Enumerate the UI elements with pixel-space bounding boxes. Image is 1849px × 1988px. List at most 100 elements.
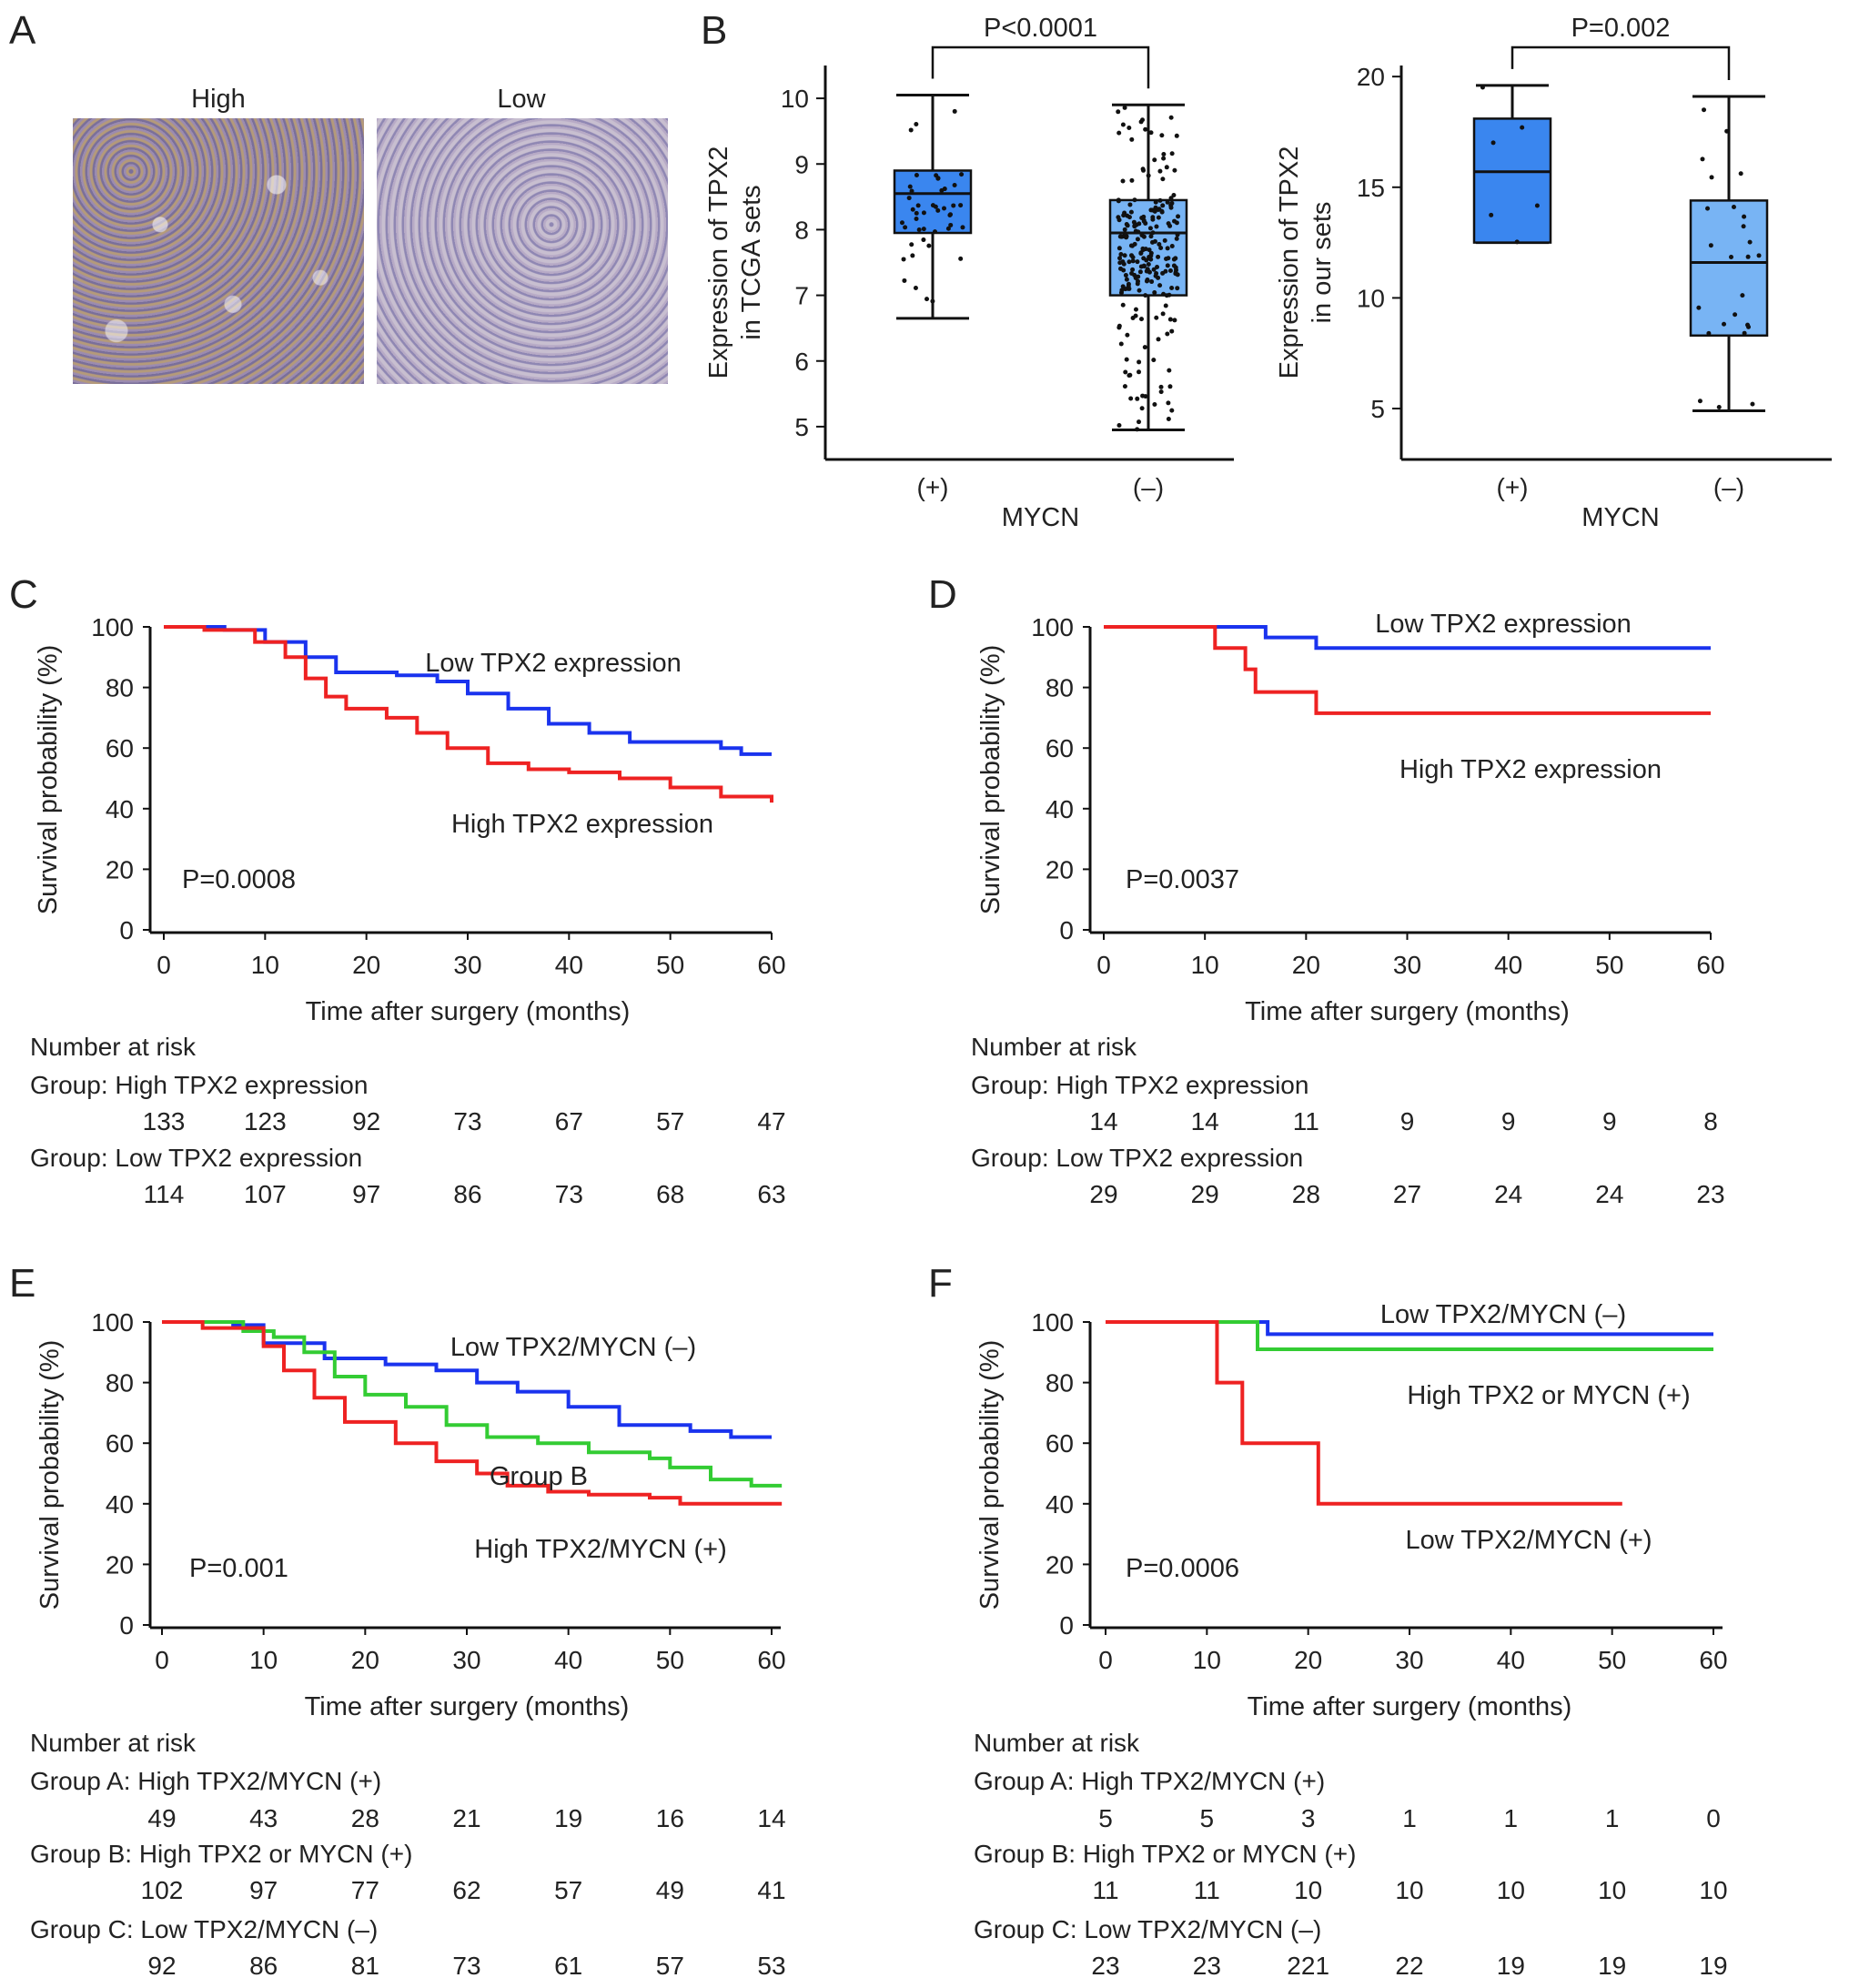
data-point [1116,323,1122,328]
data-point [1124,277,1129,282]
panel-letter-a: A [9,8,36,53]
risk-value: 41 [757,1876,785,1904]
curve-label: High TPX2/MYCN (+) [474,1535,726,1564]
data-point [1696,305,1702,310]
risk-value: 49 [147,1804,176,1832]
x-category-label: (–) [1713,473,1744,501]
risk-value: 86 [453,1180,481,1208]
risk-value: 62 [452,1876,480,1904]
data-point [1116,130,1122,136]
data-point [1137,288,1142,293]
risk-table-title: Number at risk [971,1033,1137,1061]
data-point [1135,237,1140,242]
data-point [948,222,954,227]
data-point [1141,263,1147,268]
y-tick-label: 0 [119,1611,134,1640]
data-point [1116,422,1122,428]
data-point [1135,396,1140,401]
data-point [926,243,932,248]
data-point [1168,205,1174,210]
risk-value: 29 [1191,1180,1219,1208]
risk-value: 0 [1706,1804,1721,1832]
data-point [1144,278,1149,284]
data-point [1742,330,1747,336]
ihc-image-high [73,118,364,384]
x-tick-label: 0 [1098,1646,1113,1674]
risk-group-label: Group: Low TPX2 expression [30,1144,362,1172]
data-point [1160,311,1166,317]
data-point [914,216,919,221]
data-point [1157,168,1163,174]
data-point [1747,239,1753,245]
data-point [958,203,964,208]
y-tick-label: 5 [1370,395,1385,423]
risk-value: 9 [1400,1107,1415,1135]
data-point [921,210,926,216]
data-point [1128,209,1134,215]
x-tick-label: 0 [155,1646,169,1674]
data-point [1146,262,1151,267]
survival-curve-2 [162,1320,783,1506]
risk-value: 123 [244,1107,287,1135]
x-tick-label: 30 [1393,951,1421,979]
data-point [1135,259,1140,265]
y-tick-label: 20 [1046,855,1074,883]
data-point [1700,156,1705,162]
data-point [1164,293,1169,298]
risk-value: 14 [757,1804,785,1832]
data-point [1152,402,1157,408]
curve-label: Group B [490,1462,588,1491]
km-chart-D: 0 20 40 60 80 100 0 10 20 30 40 50 60 Survival probab… [971,610,1725,1208]
data-point [1128,243,1134,248]
data-point [935,176,941,181]
data-point [1702,107,1707,113]
data-point [1168,196,1174,201]
risk-value: 16 [656,1804,684,1832]
x-tick-label: 20 [351,1646,379,1674]
box-(+) [1472,117,1552,244]
risk-value: 221 [1287,1952,1329,1980]
risk-value: 11 [1194,1876,1220,1904]
data-point [1152,289,1157,295]
data-point [914,173,919,178]
risk-group-label: Group: High TPX2 expression [30,1071,368,1099]
risk-value: 5 [1200,1804,1215,1832]
y-tick-label: 60 [1046,1429,1074,1458]
data-point [1167,317,1173,322]
data-point [1123,287,1128,292]
risk-group-label: Group B: High TPX2 or MYCN (+) [30,1840,412,1868]
data-point [1152,238,1157,244]
y-tick-label: 10 [1357,284,1385,312]
data-point [1118,266,1124,271]
data-point [1129,136,1135,142]
p-value-label: P=0.0006 [1126,1554,1239,1583]
y-tick-label: 100 [1031,1308,1074,1337]
ihc-low-label: Low [497,85,546,114]
x-category-label: (+) [1497,473,1529,501]
data-point [1153,205,1158,210]
data-point [1148,253,1154,258]
y-tick-label: 15 [1357,174,1385,202]
data-point [1137,359,1142,365]
data-point [906,196,912,201]
data-point [921,237,926,243]
y-axis-label-F: Survival probability (%) [975,1340,1005,1610]
data-point [951,203,956,208]
x-tick-label: 40 [1497,1646,1525,1674]
y-tick-label: 40 [1046,1490,1074,1519]
data-point [1163,268,1168,274]
x-axis-label-F: Time after surgery (months) [1248,1692,1572,1721]
data-point [1174,236,1179,241]
y-axis-label-B1: Expression of TPX2 in TCGA sets [704,146,766,379]
risk-table-title: Number at risk [30,1729,197,1757]
x-tick-label: 30 [1395,1646,1423,1674]
data-point [1167,384,1173,389]
data-point [1125,223,1130,228]
data-point [1116,217,1122,223]
x-axis-label-C: Time after surgery (months) [306,997,631,1026]
x-tick-label: 50 [656,1646,684,1674]
data-point [1171,192,1177,197]
data-point [1169,151,1175,156]
risk-value: 21 [452,1804,480,1832]
